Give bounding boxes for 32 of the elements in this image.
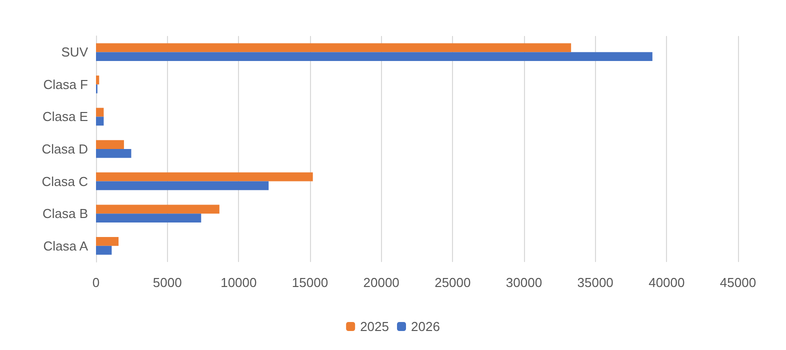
y-tick-label: Clasa C <box>42 174 88 189</box>
x-tick-label: 40000 <box>648 275 685 290</box>
x-tick-label: 35000 <box>577 275 614 290</box>
bar <box>96 140 124 149</box>
bar <box>96 214 202 222</box>
y-tick-label: Clasa E <box>42 109 88 124</box>
x-tick-label: 10000 <box>220 275 257 290</box>
bar <box>96 116 104 126</box>
bar <box>96 76 100 84</box>
y-tick-label: Clasa A <box>43 238 88 254</box>
bar <box>96 149 132 158</box>
x-tick-label: 20000 <box>363 275 400 290</box>
legend-label: 2025 <box>360 319 389 334</box>
bar <box>96 52 652 62</box>
bar <box>96 43 572 52</box>
bar <box>96 204 220 214</box>
y-tick-label: SUV <box>61 44 88 60</box>
y-tick-label: Clasa B <box>42 206 88 222</box>
x-tick-label: 5000 <box>152 275 182 290</box>
bar <box>96 172 313 182</box>
bar <box>96 108 104 117</box>
x-tick-label: 45000 <box>720 275 756 290</box>
bar <box>96 236 119 246</box>
x-tick-label: 0 <box>92 275 100 290</box>
legend-label: 2026 <box>411 319 440 334</box>
x-tick-label: 25000 <box>434 275 471 290</box>
x-tick-label: 15000 <box>292 275 328 290</box>
y-tick-label: Clasa D <box>42 142 88 156</box>
bar <box>96 181 269 190</box>
y-tick-label: Clasa F <box>43 76 88 92</box>
bar <box>96 246 112 255</box>
x-tick-label: 30000 <box>506 275 542 290</box>
